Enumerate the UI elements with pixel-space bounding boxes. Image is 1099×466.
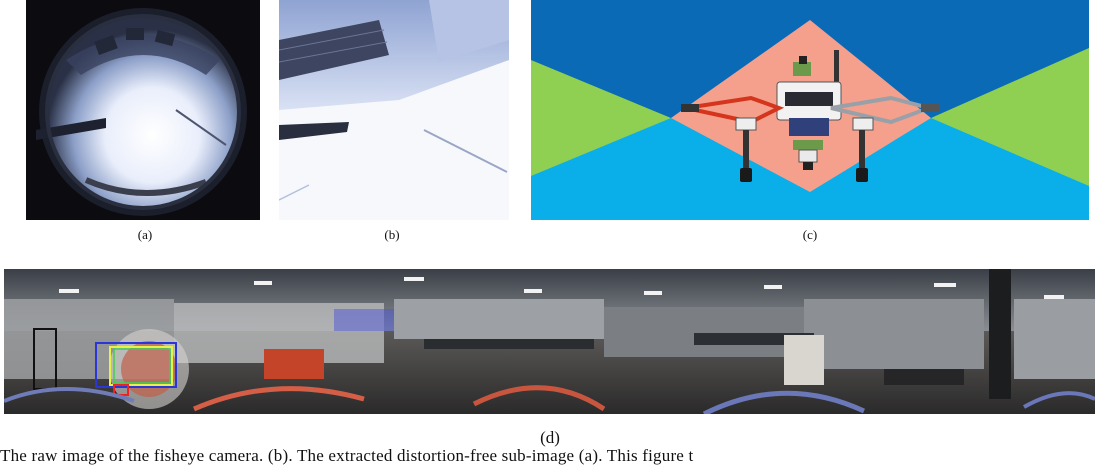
figure-caption: The raw image of the fisheye camera. (b)… [0,446,694,465]
drone-icon [681,50,939,182]
panel-a-label: (a) [137,227,153,242]
tracking-box-green [113,348,171,384]
panel-b-label: (b) [384,227,400,242]
distortion-free-sub-image [279,0,509,220]
panel-c-label: (c) [802,227,818,242]
drone-fov-diagram [531,0,1089,220]
fov-right-wedge [931,48,1089,186]
tracking-box-yellow [109,346,173,386]
panel-d-label: (d) [540,428,560,447]
panoramic-image [4,269,1095,414]
tracking-box-blue [95,342,177,388]
fisheye-raw-image [26,0,260,220]
fov-left-wedge [531,60,671,176]
